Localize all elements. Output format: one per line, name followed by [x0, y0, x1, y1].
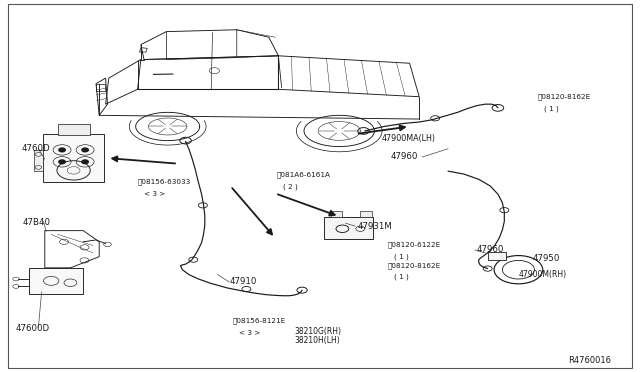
FancyBboxPatch shape [44, 134, 104, 182]
Text: 47960: 47960 [390, 153, 418, 161]
Text: ( 1 ): ( 1 ) [394, 274, 409, 280]
FancyBboxPatch shape [331, 211, 342, 217]
Circle shape [82, 160, 88, 164]
Text: Ⓑ08120-8162E: Ⓑ08120-8162E [538, 93, 591, 100]
Text: 38210H(LH): 38210H(LH) [294, 336, 340, 344]
Text: R4760016: R4760016 [568, 356, 611, 365]
Text: 47931M: 47931M [357, 222, 392, 231]
Circle shape [82, 148, 88, 152]
Text: 47600D: 47600D [16, 324, 50, 333]
Text: 4760D: 4760D [22, 144, 51, 153]
Text: 47910: 47910 [229, 278, 257, 286]
Text: 47B40: 47B40 [23, 218, 51, 227]
Text: Ⓑ08156-8121E: Ⓑ08156-8121E [232, 318, 285, 324]
Text: 47900M(RH): 47900M(RH) [518, 270, 566, 279]
FancyBboxPatch shape [488, 252, 506, 260]
Text: 47960: 47960 [477, 246, 504, 254]
Circle shape [59, 160, 65, 164]
Text: 47950: 47950 [532, 254, 560, 263]
Circle shape [59, 148, 65, 152]
Text: Ⓑ081A6-6161A: Ⓑ081A6-6161A [276, 171, 330, 178]
FancyBboxPatch shape [58, 124, 90, 135]
FancyBboxPatch shape [29, 268, 83, 294]
Text: Ⓑ08156-63033: Ⓑ08156-63033 [138, 178, 191, 185]
Text: ( 1 ): ( 1 ) [394, 254, 409, 260]
Text: 38210G(RH): 38210G(RH) [294, 327, 341, 336]
Text: ( 2 ): ( 2 ) [283, 183, 298, 190]
Text: 47900MA(LH): 47900MA(LH) [381, 134, 435, 143]
Text: ( 1 ): ( 1 ) [544, 105, 559, 112]
Text: < 3 >: < 3 > [144, 191, 165, 197]
FancyBboxPatch shape [324, 217, 373, 239]
FancyBboxPatch shape [34, 150, 44, 171]
Text: Ⓑ08120-8162E: Ⓑ08120-8162E [388, 262, 441, 269]
FancyBboxPatch shape [360, 211, 372, 217]
Text: Ⓑ08120-6122E: Ⓑ08120-6122E [388, 242, 441, 248]
Text: < 3 >: < 3 > [239, 330, 260, 336]
Bar [96, 84, 105, 91]
